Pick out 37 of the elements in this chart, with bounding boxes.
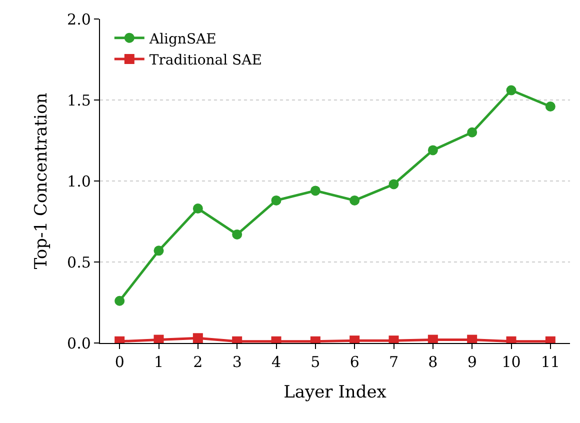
point	[192, 204, 203, 214]
point	[271, 195, 282, 206]
point	[154, 334, 164, 343]
x-tick-label: 11	[540, 353, 560, 372]
point	[506, 85, 516, 96]
point	[192, 333, 203, 343]
point	[114, 296, 125, 306]
y-tick-label: 1.5	[67, 91, 91, 110]
x-axis-title: Layer Index	[284, 382, 387, 402]
x-tick-label: 7	[388, 353, 399, 372]
x-tick-label: 3	[232, 353, 242, 372]
y-tick-label: 2.0	[67, 10, 91, 28]
point	[154, 246, 164, 256]
y-axis-title: Top-1 Concentration	[32, 92, 52, 270]
x-tick-label: 8	[428, 353, 438, 372]
legend-label: AlignSAE	[148, 31, 216, 48]
point	[428, 334, 438, 343]
point	[428, 145, 438, 156]
point	[232, 229, 242, 240]
point	[467, 127, 478, 138]
y-tick-label: 1.0	[67, 172, 91, 190]
x-tick-label: 1	[154, 353, 164, 372]
x-tick-label: 6	[350, 353, 360, 372]
x-tick-label: 0	[114, 353, 124, 372]
x-tick-label: 9	[467, 353, 477, 372]
x-tick-label: 2	[193, 353, 203, 372]
point	[545, 101, 556, 112]
y-tick-label: 0.5	[67, 253, 91, 272]
point	[350, 195, 360, 206]
point	[467, 334, 478, 343]
point	[310, 186, 320, 196]
x-tick-label: 4	[271, 353, 282, 372]
point	[388, 179, 399, 190]
x-tick-label: 10	[502, 353, 521, 372]
y-tick-label: 0.0	[67, 334, 91, 352]
x-tick-label: 5	[310, 353, 320, 372]
legend-label: Traditional SAE	[149, 52, 262, 68]
